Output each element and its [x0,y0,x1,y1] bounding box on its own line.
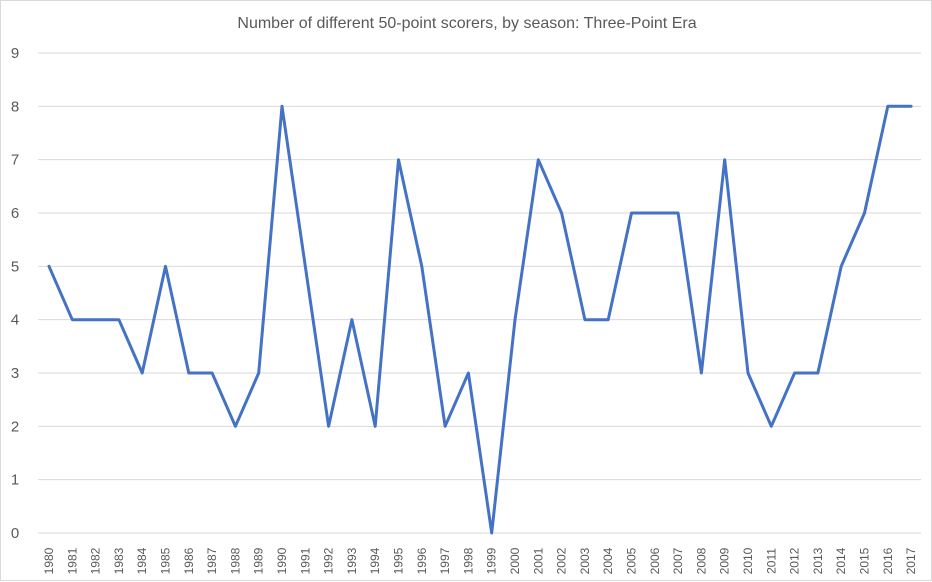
data-point [93,317,99,323]
chart-title: Number of different 50-point scorers, by… [237,15,696,32]
x-tick-label: 1981 [65,547,79,574]
data-point [442,423,448,429]
x-tick-label: 2001 [531,547,545,574]
x-tick-label: 1985 [159,547,173,574]
data-point [139,370,145,376]
data-point [815,370,821,376]
data-point [605,317,611,323]
x-tick-label: 2005 [625,547,639,574]
y-tick-label: 9 [11,45,19,62]
x-tick-label: 2011 [764,548,778,574]
data-point [69,317,75,323]
series-layer [46,103,914,536]
data-point [465,370,471,376]
x-tick-label: 2007 [671,547,685,574]
x-tick-label: 1992 [322,547,336,574]
data-point [652,210,658,216]
x-tick-label: 2008 [694,547,708,574]
data-point [256,370,262,376]
data-point [535,157,541,163]
data-point [326,423,332,429]
x-tick-label: 1987 [205,547,219,574]
data-point [745,370,751,376]
x-tick-label: 1990 [275,547,289,574]
y-tick-label: 1 [11,472,19,489]
x-tick-label: 1995 [392,547,406,574]
data-point [838,263,844,269]
x-tick-label: 2006 [648,547,662,574]
data-point [768,423,774,429]
data-point [396,157,402,163]
data-point [302,263,308,269]
data-point [489,530,495,536]
y-tick-label: 4 [11,312,19,329]
y-tick-label: 6 [11,205,19,222]
data-point [279,103,285,109]
x-tick-label: 2014 [834,547,848,574]
data-point [186,370,192,376]
x-tick-label: 2012 [788,547,802,574]
x-tick-label: 2002 [555,547,569,574]
data-point [582,317,588,323]
x-tick-label: 2004 [601,547,615,574]
x-tick-label: 2003 [578,547,592,574]
y-tick-label: 8 [11,98,19,115]
x-tick-label: 2000 [508,547,522,574]
x-tick-label: 1998 [461,547,475,574]
x-tick-label: 1980 [42,547,56,574]
data-point [163,263,169,269]
x-tick-label: 1993 [345,547,359,574]
x-tick-label: 1999 [485,547,499,574]
x-tick-label: 1989 [252,547,266,574]
x-tick-label: 1988 [228,547,242,574]
x-tick-label: 1994 [368,547,382,574]
gridlines [38,52,921,534]
data-point [372,423,378,429]
data-point [908,103,914,109]
series-line [47,104,913,535]
data-point [629,210,635,216]
x-tick-label: 2017 [904,547,918,574]
data-point [722,157,728,163]
data-point [698,370,704,376]
data-point [792,370,798,376]
data-point [559,210,565,216]
data-point [862,210,868,216]
y-tick-label: 3 [11,365,19,382]
data-point [232,423,238,429]
data-point [675,210,681,216]
x-tick-label: 2010 [741,547,755,574]
x-axis-tick-labels: 1980 1981 1982 1983 1984 1985 1986 1987 1988 1989… [42,547,918,574]
data-point [46,263,52,269]
x-tick-label: 2013 [811,547,825,574]
y-tick-label: 0 [11,525,19,542]
x-tick-label: 1986 [182,547,196,574]
y-tick-label: 5 [11,258,19,275]
data-point [116,317,122,323]
data-point [419,263,425,269]
x-tick-label: 2009 [718,547,732,574]
data-point [209,370,215,376]
data-point [512,317,518,323]
x-tick-label: 1996 [415,547,429,574]
data-point [885,103,891,109]
x-tick-label: 1997 [438,547,452,574]
y-axis-tick-labels: 0 1 2 3 4 5 6 7 8 9 [11,45,19,542]
data-point [349,317,355,323]
x-tick-label: 1991 [298,547,312,574]
x-tick-label: 1982 [89,547,103,574]
x-tick-label: 2015 [858,547,872,574]
y-tick-label: 7 [11,152,19,169]
x-tick-label: 1984 [135,547,149,574]
x-tick-label: 1983 [112,547,126,574]
y-tick-label: 2 [11,418,19,435]
x-tick-label: 2016 [881,547,895,574]
